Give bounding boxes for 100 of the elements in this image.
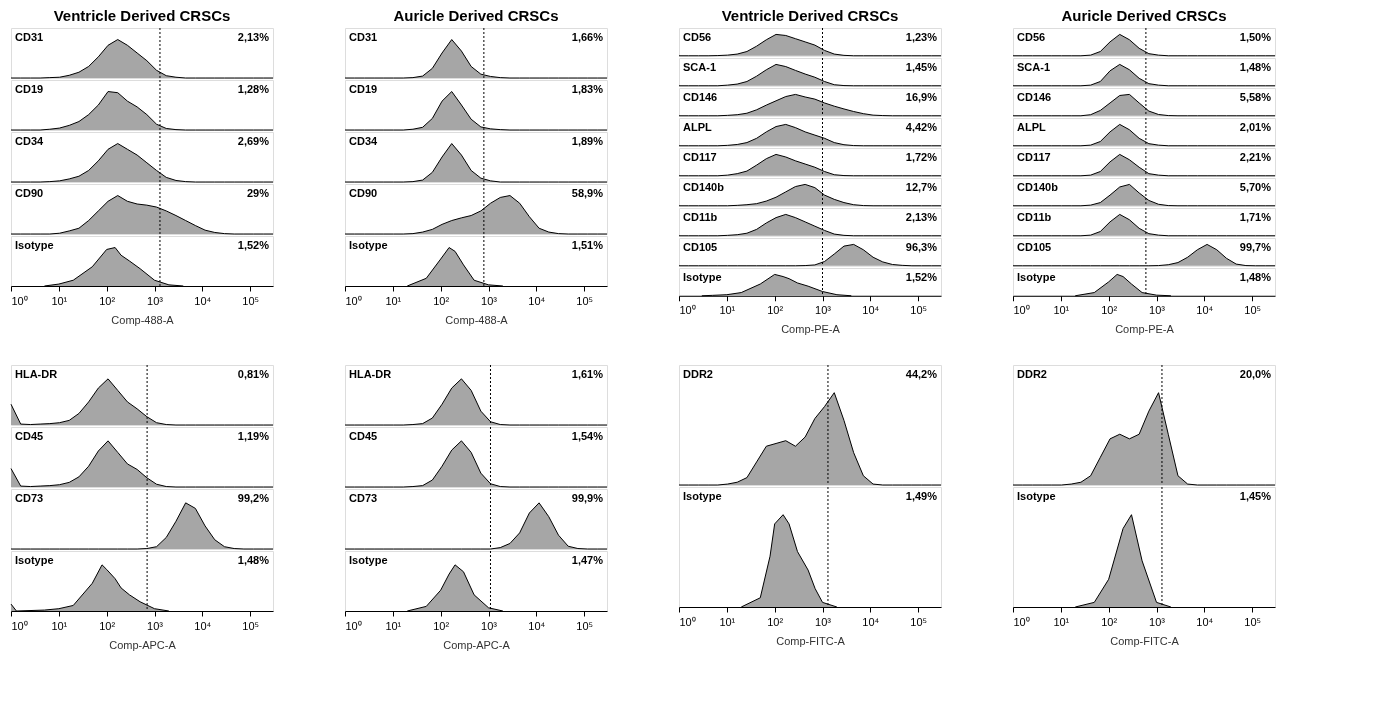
chart-title: Ventricle Derived CRSCs xyxy=(53,6,231,24)
annotation: CD31 xyxy=(15,31,44,43)
annotation: 16,9% xyxy=(905,91,938,103)
x-tick-label: 10⁵ xyxy=(1244,615,1262,628)
x-tick-label: 10¹ xyxy=(385,294,402,307)
annotation: 5,70% xyxy=(1239,181,1272,193)
annotation: Isotype xyxy=(683,271,722,283)
annotation: 2,21% xyxy=(1239,151,1272,163)
annotation: CD105 xyxy=(683,241,718,253)
annotation: HLA-DR xyxy=(349,368,392,380)
x-tick-label: 10³ xyxy=(815,304,832,317)
text: 44,2% xyxy=(905,368,938,380)
x-tick-label: 10⁴ xyxy=(1196,615,1214,628)
annotation: CD31 xyxy=(349,31,378,43)
annotation: CD146 xyxy=(1017,91,1052,103)
annotation: 1,89% xyxy=(571,135,604,147)
x-tick-label: 10⁰ xyxy=(345,619,362,632)
annotation: CD11b xyxy=(683,211,718,223)
x-tick-label: 10⁴ xyxy=(862,615,880,628)
annotation: 5,58% xyxy=(1239,91,1272,103)
annotation: CD105 xyxy=(1017,241,1052,253)
annotation: 99,2% xyxy=(237,492,270,504)
x-tick-label: 10⁴ xyxy=(1196,304,1214,317)
x-tick-label: 10⁵ xyxy=(910,304,928,317)
annotation: CD45 xyxy=(349,430,378,442)
x-axis-title: Comp-APC-A xyxy=(443,638,511,651)
x-tick-label: 10² xyxy=(767,304,784,317)
annotation: 12,7% xyxy=(905,181,938,193)
text: 1,49% xyxy=(905,490,938,502)
x-tick-label: 10⁴ xyxy=(862,304,880,317)
x-axis-title: Comp-PE-A xyxy=(781,323,841,336)
annotation: 1,83% xyxy=(571,83,604,95)
annotation: CD45 xyxy=(15,430,44,442)
x-tick-label: 10² xyxy=(433,294,450,307)
x-tick-label: 10⁵ xyxy=(242,294,260,307)
annotation: ALPL xyxy=(683,121,712,133)
annotation: 2,69% xyxy=(237,135,270,147)
x-tick-label: 10¹ xyxy=(719,304,736,317)
x-tick-label: 10² xyxy=(1101,615,1118,628)
annotation: 1,71% xyxy=(1239,211,1272,223)
annotation: 99,9% xyxy=(571,492,604,504)
annotation: CD19 xyxy=(15,83,44,95)
annotation: SCA-1 xyxy=(683,61,717,73)
annotation: Isotype xyxy=(15,554,54,566)
annotation: 1,45% xyxy=(905,61,938,73)
x-tick-label: 10¹ xyxy=(1053,615,1070,628)
text: Isotype xyxy=(683,490,722,502)
x-axis-title: Comp-FITC-A xyxy=(1110,634,1180,647)
annotation: 2,01% xyxy=(1239,121,1272,133)
x-axis-title: Comp-488-A xyxy=(445,313,509,326)
x-axis-title: Comp-PE-A xyxy=(1115,323,1175,336)
annotation: 1,52% xyxy=(237,239,270,251)
annotation: CD140b xyxy=(1017,181,1059,193)
annotation: CD56 xyxy=(1017,31,1046,43)
annotation: 58,9% xyxy=(571,187,604,199)
x-tick-label: 10³ xyxy=(147,294,164,307)
x-axis-title: Comp-488-A xyxy=(111,313,175,326)
annotation: 99,7% xyxy=(1239,241,1272,253)
annotation: CD140b xyxy=(683,181,725,193)
x-tick-label: 10³ xyxy=(481,619,498,632)
x-axis-title: Comp-FITC-A xyxy=(776,634,846,647)
annotation: SCA-1 xyxy=(1017,61,1051,73)
annotation: CD117 xyxy=(1017,151,1051,163)
x-tick-label: 10² xyxy=(99,294,116,307)
annotation: 1,51% xyxy=(571,239,604,251)
x-tick-label: 10³ xyxy=(815,615,832,628)
annotation: 1,72% xyxy=(905,151,938,163)
text: DDR2 xyxy=(683,368,713,380)
annotation: CD73 xyxy=(15,492,44,504)
text: DDR2 xyxy=(1017,368,1047,380)
x-tick-label: 10⁵ xyxy=(576,619,594,632)
annotation: ALPL xyxy=(1017,121,1046,133)
x-axis-title: Comp-APC-A xyxy=(109,638,177,651)
annotation: CD117 xyxy=(683,151,717,163)
x-tick-label: 10⁵ xyxy=(910,615,928,628)
annotation: 0,81% xyxy=(237,368,270,380)
annotation: 2,13% xyxy=(237,31,270,43)
annotation: 1,47% xyxy=(571,554,604,566)
text: 1,45% xyxy=(1239,490,1272,502)
x-tick-label: 10⁴ xyxy=(528,294,546,307)
x-tick-label: 10⁵ xyxy=(1244,304,1262,317)
annotation: CD19 xyxy=(349,83,378,95)
x-tick-label: 10⁰ xyxy=(1013,615,1030,628)
annotation: 1,28% xyxy=(237,83,270,95)
x-tick-label: 10¹ xyxy=(385,619,402,632)
x-tick-label: 10⁵ xyxy=(576,294,594,307)
x-tick-label: 10⁰ xyxy=(345,294,362,307)
annotation: Isotype xyxy=(349,554,388,566)
annotation: CD90 xyxy=(349,187,378,199)
annotation: CD90 xyxy=(15,187,44,199)
x-tick-label: 10³ xyxy=(147,619,164,632)
annotation: 1,19% xyxy=(237,430,270,442)
annotation: 1,48% xyxy=(1239,61,1272,73)
text: 20,0% xyxy=(1239,368,1272,380)
x-tick-label: 10⁵ xyxy=(242,619,260,632)
annotation: 2,13% xyxy=(905,211,938,223)
annotation: 1,66% xyxy=(571,31,604,43)
x-tick-label: 10² xyxy=(99,619,116,632)
annotation: CD73 xyxy=(349,492,378,504)
x-tick-label: 10³ xyxy=(481,294,498,307)
